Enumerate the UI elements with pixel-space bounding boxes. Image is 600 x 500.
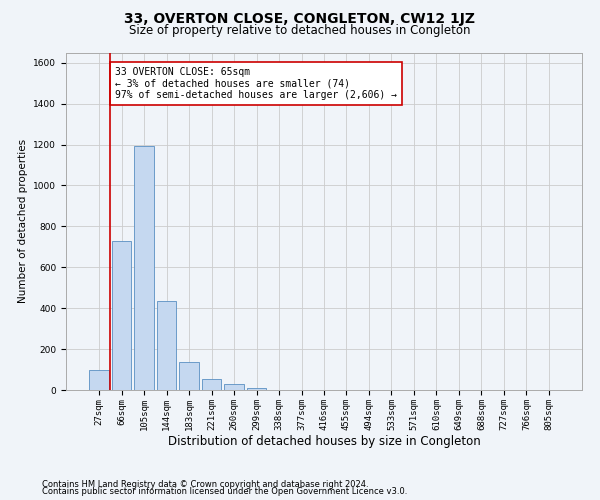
Bar <box>112 240 131 390</box>
Y-axis label: Number of detached properties: Number of detached properties <box>18 139 28 304</box>
Text: Contains public sector information licensed under the Open Government Licence v3: Contains public sector information licen… <box>42 487 407 496</box>
Text: 33 OVERTON CLOSE: 65sqm
← 3% of detached houses are smaller (74)
97% of semi-det: 33 OVERTON CLOSE: 65sqm ← 3% of detached… <box>115 67 397 100</box>
Bar <box>157 301 176 390</box>
Bar <box>202 379 221 390</box>
Bar <box>134 146 154 390</box>
Bar <box>179 362 199 390</box>
Text: 33, OVERTON CLOSE, CONGLETON, CW12 1JZ: 33, OVERTON CLOSE, CONGLETON, CW12 1JZ <box>125 12 476 26</box>
Text: Size of property relative to detached houses in Congleton: Size of property relative to detached ho… <box>129 24 471 37</box>
Bar <box>247 388 266 390</box>
X-axis label: Distribution of detached houses by size in Congleton: Distribution of detached houses by size … <box>167 436 481 448</box>
Bar <box>224 384 244 390</box>
Text: Contains HM Land Registry data © Crown copyright and database right 2024.: Contains HM Land Registry data © Crown c… <box>42 480 368 489</box>
Bar <box>89 370 109 390</box>
